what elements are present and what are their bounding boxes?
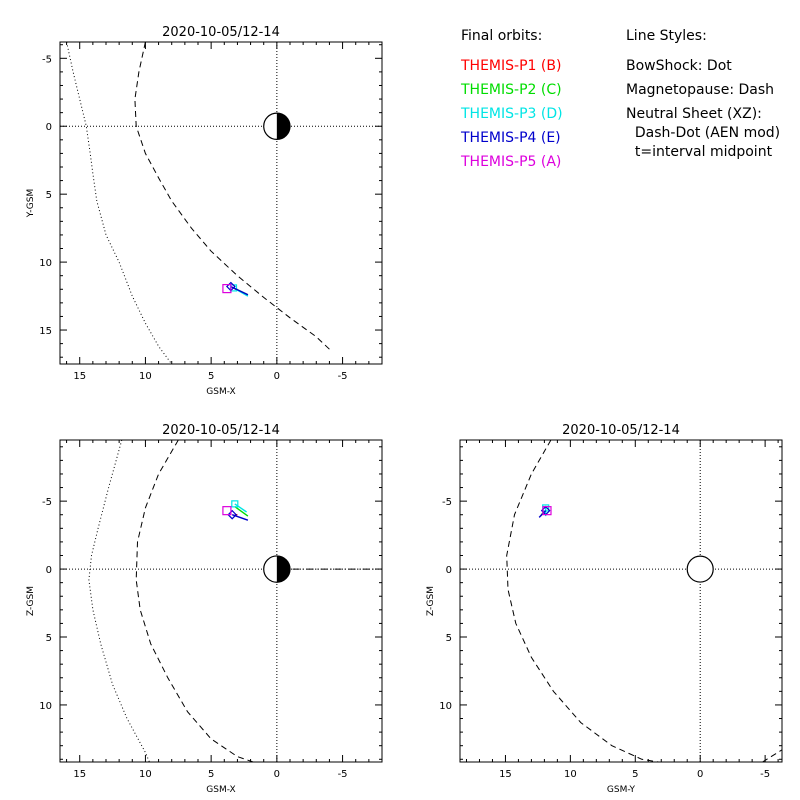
panel-yz-frame [459, 439, 783, 763]
panel-xy-frame [59, 41, 383, 365]
panel-yz-ylabel: Z-GSM [426, 586, 436, 616]
panel-xy-title: 2020-10-05/12-14 [162, 25, 280, 40]
legend-style-midpoint: t=interval midpoint [626, 144, 773, 160]
panel-xz-probe-5 [222, 506, 232, 516]
earth-night-side [276, 113, 290, 140]
panel-yz-probe-4 [538, 505, 551, 518]
panel-xz: 2020-10-05/12-14 GSM-X Z-GSM 15 10 5 0 -5 -5 0 5 10 [26, 423, 383, 795]
legend-orbits-header: Final orbits: [461, 28, 542, 44]
panel-xz-ytick-label: 5 [46, 633, 52, 644]
panel-yz-xtick-label: 15 [499, 769, 512, 780]
panel-xy-plot-area [60, 42, 382, 364]
panel-yz-earth-icon [686, 555, 714, 583]
panel-xz-xtick-label: 0 [274, 769, 280, 780]
panel-xy-ytick-label: 5 [46, 190, 52, 201]
panel-yz-ytick-label: 10 [439, 701, 452, 712]
panel-yz-plot-area [460, 440, 782, 762]
panel-xz-xtick-label: -5 [338, 769, 348, 780]
probe-marker-square [231, 500, 239, 508]
panel-yz-xtick-label: 0 [697, 769, 703, 780]
panel-xy-magnetopause [134, 42, 332, 351]
probe-orbit-line [234, 503, 247, 513]
panel-xy-xtick-label: 5 [208, 371, 214, 382]
panel-xy: 2020-10-05/12-14 GSM-X Y-GSM 15 10 5 0 -5 -5 0 5 10… [26, 25, 383, 397]
legend-probe-3: THEMIS-P3 (D) [460, 106, 563, 122]
probe-marker-square [222, 283, 232, 294]
legend-probe-4: THEMIS-P4 (E) [460, 130, 561, 146]
panel-xz-frame [59, 439, 383, 763]
panel-yz-ytick-label: -5 [442, 497, 452, 508]
panel-xz-ylabel: Z-GSM [26, 586, 36, 616]
probe-marker-diamond [227, 509, 238, 520]
panel-yz-title: 2020-10-05/12-14 [562, 423, 680, 438]
panel-xy-ytick-label: 15 [39, 326, 52, 337]
panel-xz-ytick-label: 10 [39, 701, 52, 712]
panel-xz-bow-shock [88, 440, 150, 762]
panel-xy-ytick-label: 10 [39, 258, 52, 269]
panel-xy-ylabel: Y-GSM [26, 189, 36, 218]
panel-yz: 2020-10-05/12-14 GSM-Y Z-GSM 15 10 5 0 -5 -5 0 5 10 [426, 423, 783, 795]
panel-xz-ytick-label: -5 [42, 497, 52, 508]
panel-xz-plot-area [60, 440, 382, 762]
panel-xz-probe-4 [227, 509, 249, 521]
panel-xz-xtick-label: 5 [208, 769, 214, 780]
legend-styles-header: Line Styles: [626, 28, 707, 44]
panel-yz-magnetopause [506, 440, 659, 762]
panel-yz-probe-5 [542, 506, 552, 516]
panel-xy-xtick-label: 0 [274, 371, 280, 382]
panel-yz-xtick-label: 5 [632, 769, 638, 780]
panel-xz-xtick-label: 15 [73, 769, 86, 780]
panel-yz-xlabel: GSM-Y [607, 785, 636, 795]
panel-xz-xtick-label: 10 [139, 769, 152, 780]
legend-probe-1: THEMIS-P1 (B) [460, 58, 561, 74]
earth-disc [686, 555, 714, 583]
probe-marker-square [542, 506, 552, 516]
panel-xy-xlabel: GSM-X [206, 387, 235, 397]
panel-xy-ytick-label: 0 [46, 122, 52, 133]
panel-xz-ytick-label: 0 [46, 565, 52, 576]
legend-probe-5: THEMIS-P5 (A) [460, 154, 561, 170]
legend: Final orbits: Line Styles: THEMIS-P1 (B)… [460, 28, 780, 170]
panel-xz-earth-icon [263, 555, 291, 583]
panel-xz-magnetopause [135, 440, 254, 762]
legend-probe-2: THEMIS-P2 (C) [460, 82, 562, 98]
panel-yz-xtick-label: -5 [760, 769, 770, 780]
panel-yz-xtick-label: 10 [564, 769, 577, 780]
panel-xz-xlabel: GSM-X [206, 785, 235, 795]
legend-style-magnetopause: Magnetopause: Dash [626, 82, 774, 98]
legend-style-aen: Dash-Dot (AEN mod) [626, 125, 780, 141]
panel-xy-xtick-label: 10 [139, 371, 152, 382]
panel-xz-probe-3 [231, 500, 247, 513]
earth-night-side [276, 555, 290, 583]
panel-xy-xtick-label: -5 [338, 371, 348, 382]
probe-orbit-line [234, 506, 249, 517]
panel-yz-ytick-label: 5 [446, 633, 452, 644]
probe-marker-square [222, 506, 232, 516]
legend-style-bowshock: BowShock: Dot [626, 58, 732, 74]
panel-xy-earth-icon [263, 112, 291, 140]
panel-xy-bow-shock [66, 42, 173, 364]
panel-xz-probe-2 [234, 506, 249, 517]
panel-xy-xtick-label: 15 [73, 371, 86, 382]
panel-xy-probe-5 [222, 283, 232, 294]
panel-xz-title: 2020-10-05/12-14 [162, 423, 280, 438]
panel-yz-ytick-label: 0 [446, 565, 452, 576]
panel-xy-ytick-label: -5 [42, 54, 52, 65]
legend-style-neutralsheet: Neutral Sheet (XZ): [626, 106, 762, 122]
panel-yz-corner-segment [762, 749, 782, 762]
